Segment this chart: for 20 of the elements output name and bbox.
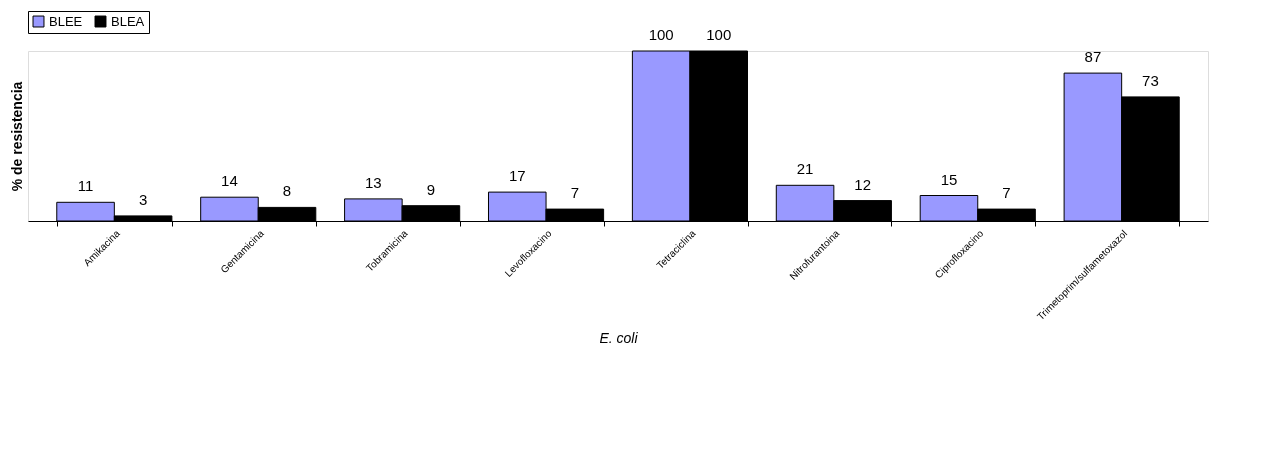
data-label: 9	[426, 180, 436, 198]
data-label: 15	[940, 170, 958, 188]
data-label: 17	[508, 167, 526, 185]
data-label: 100	[706, 26, 732, 43]
data-label: 12	[854, 175, 871, 193]
data-label: 100	[648, 26, 674, 43]
data-label: 87	[1084, 48, 1102, 66]
data-label: 73	[1142, 71, 1159, 89]
legend-label: BLEA	[111, 13, 145, 29]
legend-label: BLEE	[49, 13, 83, 29]
data-label: 13	[365, 173, 382, 191]
x-axis-title: E. coli	[599, 330, 639, 347]
data-label: 7	[1002, 184, 1011, 202]
data-label: 8	[282, 182, 292, 200]
data-label: 3	[138, 190, 148, 208]
data-label: 14	[221, 172, 238, 190]
data-label: 21	[796, 160, 814, 178]
data-label: 11	[77, 177, 94, 195]
y-axis-title: % de resistencia	[8, 81, 25, 192]
data-label: 7	[570, 184, 579, 202]
